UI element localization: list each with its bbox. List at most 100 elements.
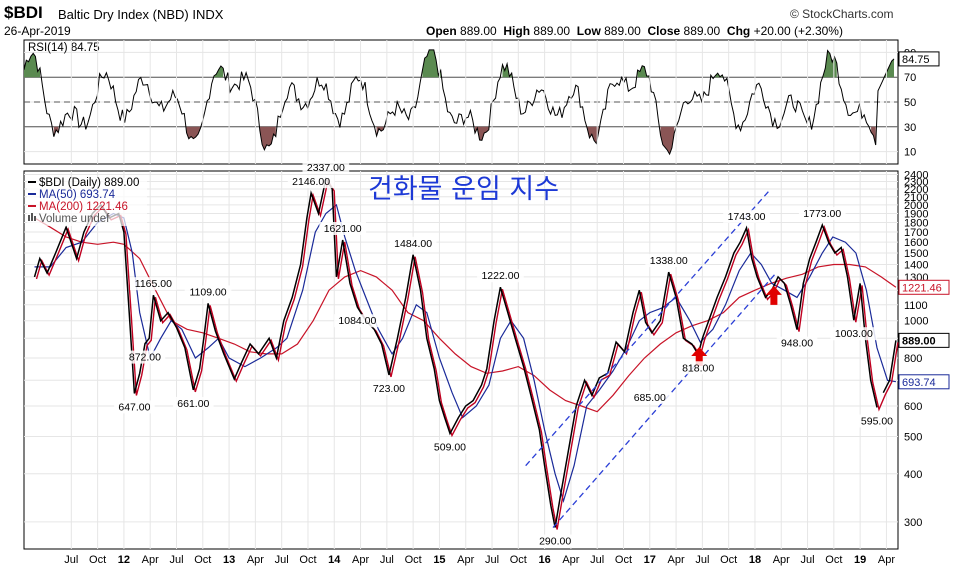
- rsi-tick-label: 10: [904, 147, 916, 159]
- value-annotation: 1165.00: [130, 277, 177, 291]
- chart-date: 26-Apr-2019: [4, 24, 71, 38]
- svg-text:2337.00: 2337.00: [307, 162, 345, 174]
- price-grid: [24, 40, 898, 549]
- svg-text:872.00: 872.00: [129, 352, 161, 364]
- svg-text:MA(200) 1221.46: MA(200) 1221.46: [39, 201, 128, 213]
- value-annotation: 1003.00: [830, 327, 878, 341]
- value-annotation: 723.00: [368, 381, 410, 395]
- svg-text:948.00: 948.00: [781, 338, 813, 350]
- rsi-oversold-fill: [186, 126, 201, 139]
- x-tick-label: Oct: [194, 554, 211, 566]
- price-tick-label: 1700: [904, 227, 928, 239]
- svg-text:509.00: 509.00: [434, 442, 466, 454]
- x-tick-label: 13: [223, 554, 235, 566]
- value-annotation: 1743.00: [723, 209, 770, 223]
- price-value-tag: 889.00: [898, 332, 950, 348]
- x-tick-label: 15: [433, 554, 445, 566]
- svg-text:1338.00: 1338.00: [650, 255, 688, 267]
- x-tick-label: 19: [854, 554, 866, 566]
- svg-text:889.00: 889.00: [902, 335, 936, 347]
- signal-arrows: [691, 285, 782, 366]
- x-tick-label: 18: [749, 554, 761, 566]
- x-tick-label: Jul: [590, 554, 604, 566]
- peak-annotations: 647.00 1165.00 872.00 1109.00 661.00 2146.00 2…: [114, 160, 898, 548]
- legend-entry: Volume undef: [27, 213, 147, 226]
- value-annotation: 872.00: [124, 350, 166, 364]
- x-tick-label: Oct: [510, 554, 527, 566]
- close-label: Close: [647, 24, 681, 38]
- svg-text:2146.00: 2146.00: [292, 176, 330, 188]
- svg-text:1743.00: 1743.00: [728, 211, 766, 223]
- x-tick-label: 16: [538, 554, 550, 566]
- x-tick-label: Oct: [615, 554, 632, 566]
- value-annotation: 661.00: [173, 396, 214, 410]
- x-tick-label: Oct: [825, 554, 842, 566]
- ma50-line: [34, 203, 896, 503]
- svg-text:1221.46: 1221.46: [902, 282, 942, 294]
- bdi-line-tail: [882, 340, 897, 394]
- price-tick-label: 800: [904, 353, 922, 365]
- svg-text:647.00: 647.00: [118, 401, 150, 413]
- bdi-line: [33, 176, 878, 528]
- x-tick-label: Apr: [562, 554, 579, 566]
- price-tick-label: 400: [904, 469, 922, 481]
- x-tick-label: Oct: [405, 554, 422, 566]
- value-annotation: 290.00: [534, 534, 576, 548]
- x-tick-label: Oct: [89, 554, 106, 566]
- price-tick-label: 300: [904, 517, 922, 529]
- x-tick-label: Jul: [64, 554, 78, 566]
- price-tick-label: 600: [904, 401, 922, 413]
- x-tick-label: 17: [644, 554, 656, 566]
- legend-entry: MA(200) 1221.46: [27, 201, 147, 214]
- svg-text:1773.00: 1773.00: [803, 208, 841, 220]
- x-tick-label: Apr: [457, 554, 474, 566]
- up-arrow-icon: [765, 285, 782, 305]
- x-tick-label: Apr: [773, 554, 790, 566]
- svg-text:595.00: 595.00: [861, 415, 893, 427]
- trend-line-upper: [525, 188, 772, 467]
- x-tick-label: 14: [328, 554, 341, 566]
- price-tick-label: 1100: [904, 300, 928, 312]
- svg-text:1109.00: 1109.00: [189, 286, 226, 298]
- rsi-legend: RSI(14) 84.75: [28, 42, 100, 54]
- price-value-tag: 1221.46: [898, 279, 950, 295]
- chg-value: +20.00 (+2.30%): [753, 24, 843, 38]
- x-tick-label: Jul: [801, 554, 815, 566]
- price-tick-label: 1900: [904, 208, 928, 220]
- rsi-oversold-fill: [587, 126, 599, 144]
- close-value: 889.00: [683, 24, 721, 38]
- x-tick-label: 12: [118, 554, 130, 566]
- price-tick-label: 1600: [904, 237, 928, 249]
- svg-text:84.75: 84.75: [902, 54, 930, 66]
- svg-text:661.00: 661.00: [177, 398, 209, 410]
- legend-entry: $BDI (Daily) 889.00: [27, 177, 147, 190]
- legend-entry: MA(50) 693.74: [27, 189, 147, 202]
- price-tick-label: 2300: [904, 177, 928, 189]
- rsi-tick-label: 30: [904, 122, 916, 134]
- svg-text:$BDI (Daily) 889.00: $BDI (Daily) 889.00: [39, 177, 139, 189]
- rsi-axis: 103050709084.75: [898, 47, 940, 159]
- svg-text:Volume undef: Volume undef: [39, 213, 110, 225]
- ohlc-readout: Open 889.00 High 889.00 Low 889.00 Close…: [426, 24, 843, 38]
- x-tick-label: Apr: [878, 554, 895, 566]
- svg-text:1484.00: 1484.00: [394, 238, 432, 250]
- value-annotation: 1109.00: [184, 285, 232, 299]
- x-tick-label: Oct: [720, 554, 737, 566]
- svg-text:MA(50) 693.74: MA(50) 693.74: [39, 189, 116, 201]
- price-tick-label: 2000: [904, 200, 928, 212]
- brand-label: © StockCharts.com: [790, 7, 894, 21]
- rsi-grid: [24, 51, 898, 153]
- svg-text:818.00: 818.00: [682, 362, 714, 374]
- price-tick-label: 1800: [904, 218, 928, 230]
- x-tick-label: Jul: [485, 554, 499, 566]
- chg-label: Chg: [726, 24, 751, 38]
- svg-text:1003.00: 1003.00: [835, 328, 873, 340]
- x-tick-label: Apr: [247, 554, 264, 566]
- price-tick-label: 1000: [904, 316, 928, 328]
- price-tick-label: 1500: [904, 248, 928, 260]
- value-annotation: 647.00: [114, 400, 155, 414]
- price-value-tag: 693.74: [898, 374, 950, 390]
- x-tick-label: Apr: [142, 554, 159, 566]
